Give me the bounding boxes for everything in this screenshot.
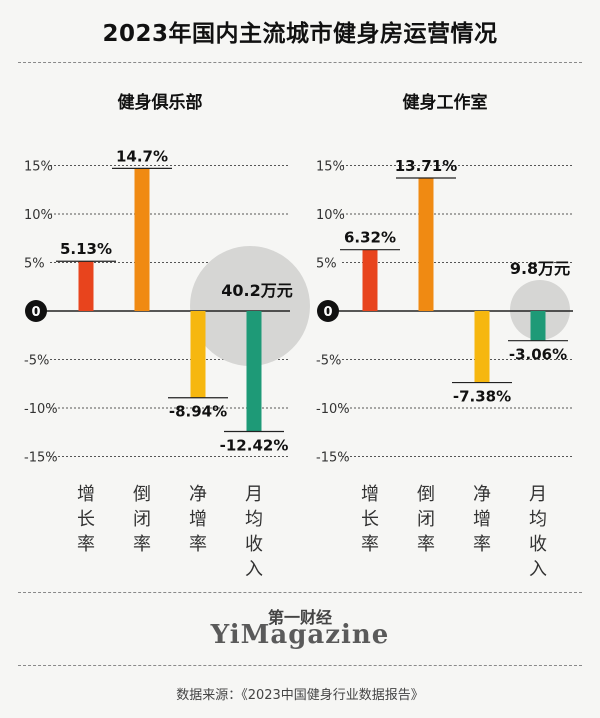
y-tick-label: 5%: [316, 257, 337, 272]
category-label: 月均收入: [245, 484, 263, 580]
highlight-circle: [510, 280, 570, 340]
y-tick-label: 15%: [24, 160, 53, 175]
category-label: 倒闭率: [417, 484, 435, 555]
bar: [246, 311, 262, 432]
panel-title: 健身工作室: [403, 92, 488, 113]
brand-logo: YiMagazine: [210, 620, 390, 650]
bar: [362, 249, 378, 311]
data-label: -7.38%: [453, 388, 511, 406]
category-label: 净增率: [473, 484, 491, 555]
data-label: -3.06%: [509, 346, 567, 364]
zero-marker: [25, 300, 47, 322]
bar: [134, 168, 150, 311]
brand-name-cn: 第一财经: [267, 608, 332, 627]
annotation-label: 9.8万元: [510, 259, 570, 278]
y-tick-label: -10%: [24, 402, 58, 417]
zero-marker: [317, 300, 339, 322]
annotation-label: 40.2万元: [221, 281, 292, 300]
y-tick-label: -15%: [316, 451, 350, 466]
charts-canvas: 健身俱乐部 15% 10% 5% -5% -10% -15% 0 5.13% 增长率 14.7% 倒闭…: [24, 92, 573, 580]
y-tick-label: 10%: [316, 208, 345, 223]
bar: [474, 311, 490, 383]
y-tick-label: -10%: [316, 402, 350, 417]
data-label: 5.13%: [60, 240, 112, 258]
data-label: -12.42%: [220, 436, 289, 454]
category-label: 倒闭率: [133, 484, 151, 555]
divider: [18, 592, 582, 593]
category-label: 增长率: [77, 484, 95, 555]
source-note: 数据来源：《2023中国健身行业数据报告》: [176, 688, 424, 703]
panel-title: 健身俱乐部: [118, 92, 203, 113]
bar: [78, 261, 94, 311]
zero-label: 0: [31, 305, 40, 320]
bar: [418, 178, 434, 311]
highlight-circle: [190, 246, 310, 366]
category-label: 增长率: [361, 484, 379, 555]
y-tick-label: 10%: [24, 208, 53, 223]
data-label: 14.7%: [116, 147, 168, 165]
category-label: 净增率: [189, 484, 207, 555]
divider: [18, 62, 582, 63]
data-label: -8.94%: [169, 403, 227, 421]
y-tick-label: -5%: [316, 354, 341, 369]
zero-label: 0: [323, 305, 332, 320]
page-title: 2023年国内主流城市健身房运营情况: [102, 21, 498, 47]
y-tick-label: 15%: [316, 160, 345, 175]
bar: [190, 311, 206, 398]
divider: [18, 665, 582, 666]
category-label: 月均收入: [529, 484, 547, 580]
y-tick-label: 5%: [24, 257, 45, 272]
y-tick-label: -5%: [24, 354, 49, 369]
data-label: 13.71%: [395, 157, 457, 175]
y-tick-label: -15%: [24, 451, 58, 466]
bar: [530, 311, 546, 341]
data-label: 6.32%: [344, 229, 396, 247]
